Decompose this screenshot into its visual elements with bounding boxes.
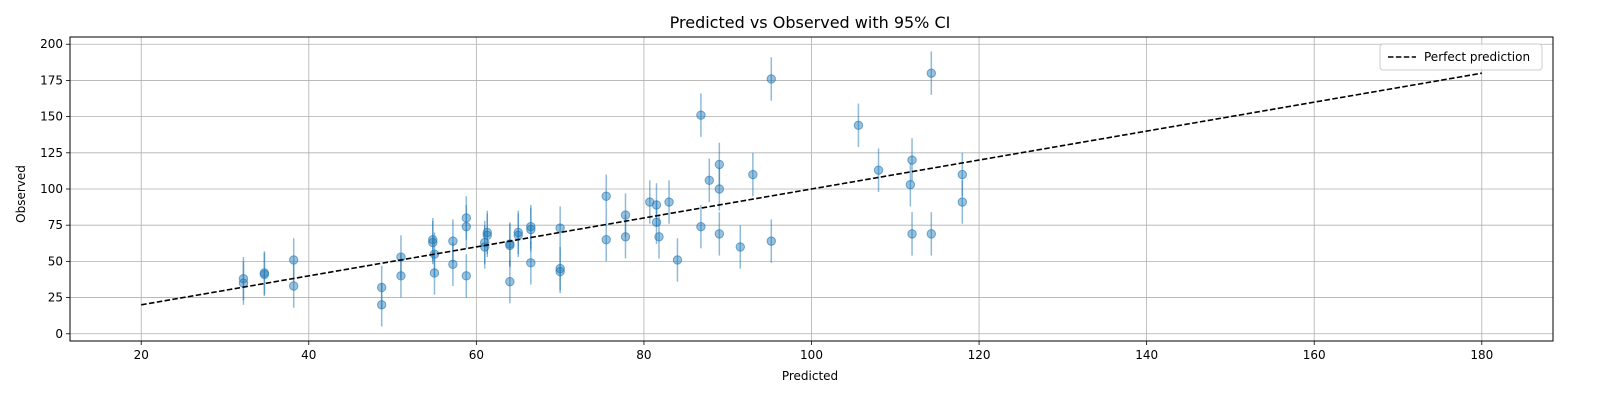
data-point (672, 255, 683, 265)
x-axis-label: Predicted (782, 369, 838, 383)
y-axis-label: Observed (14, 165, 28, 223)
data-point (873, 165, 884, 175)
data-point (696, 110, 706, 120)
y-tick-label: 125 (40, 146, 63, 160)
x-tick-label: 80 (636, 348, 651, 362)
x-tick-label: 60 (469, 348, 484, 362)
data-point (505, 276, 515, 287)
data-point (429, 268, 440, 278)
data-point (926, 68, 937, 78)
data-point (714, 184, 725, 194)
y-tick-label: 0 (55, 327, 63, 341)
y-tick-label: 75 (48, 218, 63, 232)
data-point (926, 229, 937, 239)
confidence-intervals (242, 51, 964, 327)
data-point (461, 221, 472, 232)
y-tick-label: 200 (40, 37, 63, 51)
x-axis-ticks: 20 40 60 80 100 120 140 160 180 (134, 341, 1493, 362)
data-point (428, 234, 438, 245)
data-point (505, 240, 515, 251)
data-point (513, 227, 523, 238)
data-point (480, 242, 490, 252)
data-point (696, 221, 706, 232)
data-point (766, 74, 776, 84)
data-point (461, 213, 472, 223)
y-tick-label: 50 (48, 254, 63, 268)
data-point (396, 271, 406, 281)
data-point (482, 230, 492, 241)
data-point (448, 236, 458, 246)
data-point (853, 120, 864, 131)
data-point (289, 281, 299, 291)
chart-title: Predicted vs Observed with 95% CI (670, 13, 951, 32)
data-point (651, 200, 662, 210)
data-point (907, 155, 917, 165)
data-point (555, 263, 565, 274)
y-tick-label: 25 (48, 291, 63, 305)
data-point (957, 169, 968, 180)
perfect-prediction-line-path (141, 72, 1482, 306)
data-point (526, 221, 536, 232)
data-point (259, 269, 270, 280)
data-point (601, 234, 611, 245)
data-point (714, 229, 725, 239)
data-point (907, 229, 917, 239)
x-tick-label: 100 (800, 348, 823, 362)
x-tick-label: 160 (1303, 348, 1326, 362)
perfect-prediction-line (141, 72, 1482, 306)
data-point (526, 224, 536, 235)
data-point (376, 300, 387, 310)
data-point (428, 237, 438, 248)
legend: Perfect prediction (1379, 43, 1543, 71)
data-point (735, 242, 745, 252)
data-point (664, 197, 674, 207)
x-tick-label: 40 (301, 348, 316, 362)
data-point (448, 259, 458, 269)
data-point (766, 236, 776, 246)
data-point (748, 169, 758, 180)
y-tick-label: 175 (40, 73, 63, 87)
y-tick-label: 150 (40, 110, 63, 124)
x-tick-label: 120 (968, 348, 991, 362)
y-axis-ticks: 0 25 50 75 100 125 150 175 200 (40, 37, 70, 341)
data-point (601, 191, 611, 201)
data-point (704, 175, 714, 186)
data-point (714, 159, 725, 170)
data-point (957, 197, 968, 207)
data-point (289, 255, 299, 265)
x-tick-label: 180 (1470, 348, 1493, 362)
data-point (555, 223, 565, 233)
data-point (513, 230, 523, 241)
data-point (620, 210, 631, 220)
data-point (555, 266, 565, 277)
data-point (905, 179, 916, 190)
data-point (651, 217, 662, 227)
y-tick-label: 100 (40, 182, 63, 196)
data-point (620, 232, 631, 242)
legend-box (1379, 43, 1543, 71)
legend-entry-perfect-prediction: Perfect prediction (1424, 50, 1530, 64)
data-point (654, 232, 664, 242)
data-point (482, 227, 492, 238)
data-point (526, 258, 536, 268)
x-tick-label: 20 (134, 348, 149, 362)
data-point (461, 271, 472, 281)
x-tick-label: 140 (1135, 348, 1158, 362)
data-point (376, 282, 387, 293)
